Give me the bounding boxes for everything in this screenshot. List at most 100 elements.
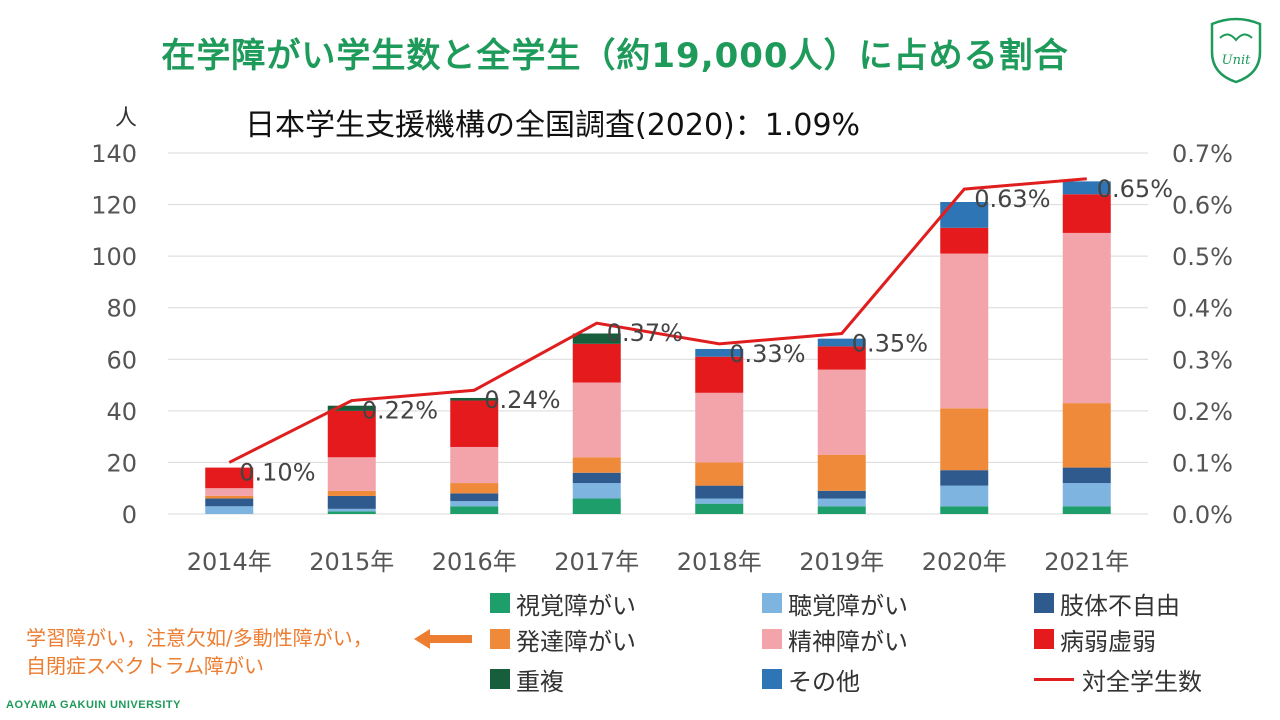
legend-label: 視覚障がい [516, 591, 636, 620]
y2-tick-label: 0.1% [1172, 449, 1233, 477]
legend-label: 病弱虚弱 [1060, 627, 1156, 656]
legend-swatch [762, 593, 782, 613]
legend-label: 肢体不自由 [1060, 591, 1180, 620]
note-line-2: 自閉症スペクトラム障がい [26, 654, 264, 678]
bar-segment [450, 493, 499, 502]
legend-label: 重複 [516, 667, 564, 696]
legend-swatch [490, 669, 510, 689]
y-tick-label: 120 [91, 192, 137, 220]
bar-segment [817, 490, 866, 499]
bar-segment [1062, 467, 1111, 484]
y2-tick-label: 0.0% [1172, 501, 1233, 529]
data-label: 0.35% [852, 330, 928, 358]
footer-university-name: AOYAMA GAKUIN UNIVERSITY [6, 699, 181, 711]
x-tick-label: 2019年 [799, 548, 884, 576]
bar-segment [1062, 403, 1111, 468]
bar-segment [817, 498, 866, 507]
bar-segment [695, 392, 744, 463]
bar-segment [695, 485, 744, 499]
legend-label: 聴覚障がい [788, 591, 908, 620]
line-series-path [228, 177, 1087, 464]
y-tick-label: 140 [91, 140, 137, 168]
legend-swatch [762, 629, 782, 649]
developmental-disability-note: 学習障がい，注意欠如/多動性障がい， 自閉症スペクトラム障がい [26, 624, 373, 680]
bar-segment [572, 457, 621, 473]
legend-label: 精神障がい [788, 627, 908, 656]
bar-segment [572, 472, 621, 484]
bar-segment [940, 408, 989, 471]
bar-segment [695, 348, 744, 357]
logo-text: Unit [1222, 53, 1251, 68]
bar-segment [695, 503, 744, 514]
y2-tick-label: 0.7% [1172, 140, 1233, 168]
legend-swatch [490, 593, 510, 613]
y2-tick-label: 0.3% [1172, 346, 1233, 374]
bar-segment [327, 410, 376, 458]
bar-segment [450, 501, 499, 507]
data-label: 0.37% [607, 319, 683, 347]
note-line-1: 学習障がい，注意欠如/多動性障がい， [26, 626, 373, 650]
bar-segment [450, 400, 499, 447]
data-label: 0.10% [239, 458, 315, 486]
legend-item: 発達障がい [490, 624, 636, 656]
legend-swatch [1034, 629, 1054, 649]
y-tick-label: 60 [106, 346, 137, 374]
legend-label: 対全学生数 [1082, 667, 1202, 696]
bar-segment [1062, 483, 1111, 507]
bar-segment [1062, 506, 1111, 514]
bar-segment [695, 356, 744, 393]
legend-item: 視覚障がい [490, 588, 636, 620]
bar-segment [817, 454, 866, 491]
bar-segment [572, 483, 621, 499]
y2-tick-label: 0.4% [1172, 295, 1233, 323]
x-tick-label: 2021年 [1044, 548, 1129, 576]
x-tick-label: 2017年 [554, 548, 639, 576]
bar-segment [1062, 194, 1111, 233]
bar-segment [572, 333, 621, 344]
bar-segment [205, 495, 254, 499]
y2-tick-label: 0.5% [1172, 243, 1233, 271]
bar-segment [695, 498, 744, 504]
y-tick-label: 80 [106, 295, 137, 323]
bar-segment [450, 446, 499, 484]
y-tick-label: 40 [106, 398, 137, 426]
legend-line-swatch [1034, 677, 1074, 681]
bar-segment [817, 506, 866, 514]
bar-segment [572, 343, 621, 383]
bar-segment [327, 490, 376, 496]
bar-segment [1062, 232, 1111, 404]
bar-segment [817, 369, 866, 455]
legend-item: 対全学生数 [1034, 664, 1202, 696]
bar-segment [205, 506, 254, 514]
note-arrow-icon [414, 629, 472, 649]
legend-item: その他 [762, 664, 860, 696]
chart-subtitle: 日本学生支援機構の全国調査(2020)：1.09% [245, 108, 861, 143]
y2-tick-label: 0.6% [1172, 192, 1233, 220]
bar-segment [695, 462, 744, 486]
x-tick-label: 2020年 [922, 548, 1007, 576]
legend-label: 発達障がい [516, 627, 636, 656]
bar-segment [940, 485, 989, 507]
y2-tick-label: 0.2% [1172, 398, 1233, 426]
legend-swatch [490, 629, 510, 649]
data-label: 0.65% [1097, 175, 1173, 203]
bar-segment [940, 253, 989, 409]
legend-item: 聴覚障がい [762, 588, 908, 620]
bar-segment [572, 382, 621, 458]
bar-segment [205, 467, 254, 489]
bar-segment [940, 470, 989, 486]
y-tick-label: 20 [106, 449, 137, 477]
bar-segment [450, 397, 499, 401]
x-tick-label: 2016年 [432, 548, 517, 576]
bar-segment [450, 506, 499, 514]
bar-segment [817, 338, 866, 347]
legend-swatch [762, 669, 782, 689]
legend-label: その他 [788, 667, 860, 696]
bar-segment [327, 495, 376, 509]
data-label: 0.24% [484, 386, 560, 414]
y-axis-unit-label: 人 [115, 106, 138, 131]
bar-segment [450, 483, 499, 494]
bar-segment [327, 457, 376, 491]
legend-item: 肢体不自由 [1034, 588, 1180, 620]
